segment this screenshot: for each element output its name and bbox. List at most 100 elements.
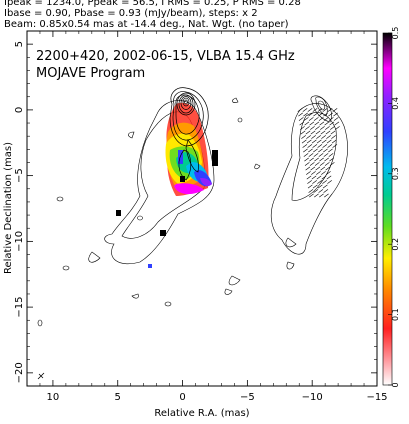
evpa-tick (305, 126, 310, 130)
evpa-tick (332, 144, 338, 148)
evpa-tick (311, 135, 316, 139)
evpa-tick (308, 153, 314, 157)
evpa-tick (300, 126, 305, 130)
evpa-tick (323, 117, 329, 121)
evpa-tick (320, 166, 326, 171)
evpa-tick (326, 171, 331, 175)
evpa-tick (307, 184, 313, 189)
evpa-tick (298, 112, 303, 117)
y-axis-label: Relative Declination (mas) (3, 142, 14, 274)
evpa-tick (297, 108, 303, 112)
header-line-3: Beam: 0.85x0.54 mas at -14.4 deg., Nat. … (4, 19, 289, 30)
evpa-tick (324, 121, 330, 126)
evpa-tick (306, 175, 312, 180)
evpa-tick (304, 162, 310, 166)
evpa-tick (305, 166, 311, 171)
evpa-tick (322, 144, 328, 148)
evpa-tick (319, 162, 325, 166)
outer-contours (37, 97, 261, 327)
evpa-tick (323, 148, 328, 153)
map-subtitle: MOJAVE Program (36, 66, 145, 81)
evpa-tick (323, 112, 328, 117)
header-line-2: Ibase = 0.90, Pbase = 0.93 (mJy/beam), s… (4, 8, 258, 19)
evpa-tick (308, 117, 314, 121)
evpa-tick (321, 175, 327, 180)
evpa-tick (314, 157, 319, 162)
evpa-tick (306, 139, 312, 144)
colorbar-tick-label: 0.3 (391, 167, 400, 180)
evpa-tick (317, 180, 322, 184)
evpa-tick (307, 108, 313, 112)
evpa-tick (327, 144, 333, 148)
x-tick-label: 5 (115, 392, 121, 403)
x-axis: 10 5 0 −5 −10 −15 (26, 31, 388, 403)
evpa-tick (330, 126, 335, 130)
y-tick-label: 5 (14, 41, 25, 47)
evpa-tick (328, 148, 333, 153)
evpa-tick (323, 189, 329, 193)
evpa-tick (328, 112, 333, 117)
evpa-tick (322, 108, 328, 112)
evpa-tick (331, 139, 337, 144)
evpa-tick (317, 144, 323, 148)
evpa-tick (298, 117, 304, 121)
evpa-tick (330, 130, 336, 135)
evpa-tick (316, 139, 322, 144)
evpa-tick (311, 139, 317, 144)
x-tick-label: 0 (179, 392, 185, 403)
evpa-tick (317, 108, 323, 112)
evpa-tick (324, 193, 329, 198)
evpa-tick (314, 121, 320, 126)
evpa-tick (307, 144, 313, 148)
evpa-tick (311, 175, 317, 180)
plot-frame (26, 30, 378, 387)
evpa-tick (309, 162, 315, 166)
evpa-tick (312, 184, 318, 189)
evpa-tick (309, 121, 315, 126)
colorbar-tick-label: 0 (391, 382, 400, 387)
evpa-tick (332, 108, 338, 112)
y-tick-label: −5 (14, 168, 25, 183)
colorbar-tick-label: 0.1 (391, 308, 400, 321)
evpa-tick (324, 157, 329, 162)
evpa-tick (319, 157, 324, 162)
map-title: 2200+420, 2002-06-15, VLBA 15.4 GHz (36, 49, 295, 64)
evpa-tick (314, 193, 319, 198)
evpa-tick (326, 139, 332, 144)
evpa-tick (309, 193, 314, 198)
y-axis: 5 0 −5 −10 −15 −20 (14, 30, 377, 387)
evpa-tick (315, 130, 321, 135)
beam-marker (37, 372, 45, 380)
evpa-tick (321, 171, 326, 175)
evpa-tick (308, 189, 314, 193)
evpa-tick (312, 180, 317, 184)
evpa-tick (301, 139, 307, 144)
evpa-tick (320, 130, 326, 135)
evpa-tick (328, 117, 334, 121)
evpa-tick (300, 130, 306, 135)
polarization-color-fill (116, 102, 218, 268)
evpa-tick (314, 162, 320, 166)
evpa-tick (321, 139, 327, 144)
evpa-tick (326, 135, 331, 139)
y-tick-label: −20 (14, 362, 25, 383)
evpa-tick (302, 108, 308, 112)
x-tick-label: −10 (302, 392, 323, 403)
colorbar-tick-label: 0.5 (391, 27, 400, 40)
evpa-tick (313, 148, 318, 153)
evpa-tick (306, 135, 311, 139)
evpa-tick (313, 112, 318, 117)
core-contours (169, 87, 209, 181)
evpa-tick (325, 166, 331, 171)
y-tick-label: −15 (14, 297, 25, 318)
evpa-tick (317, 184, 323, 189)
evpa-tick (321, 135, 326, 139)
evpa-tick (308, 148, 313, 153)
evpa-tick (322, 180, 327, 184)
evpa-tick (302, 144, 308, 148)
evpa-tick (331, 135, 336, 139)
evpa-tick (313, 117, 319, 121)
evpa-tick (324, 162, 330, 166)
evpa-tick (319, 193, 324, 198)
